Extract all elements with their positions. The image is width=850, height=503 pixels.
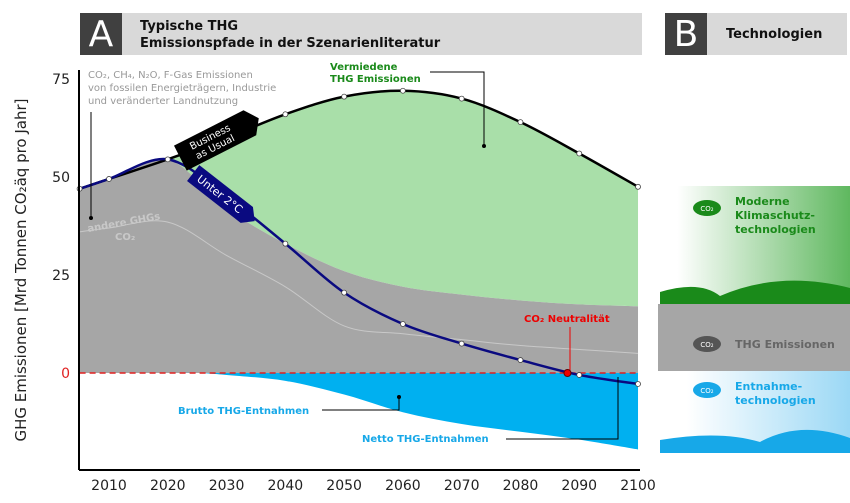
panel-a-title: Typische THG Emissionspfade in der Szena… xyxy=(140,18,440,52)
data-point xyxy=(164,156,171,163)
panel-b-badge: B xyxy=(665,13,707,55)
net-removal-label: Netto THG-Entnahmen xyxy=(362,434,489,445)
net-removal-leader xyxy=(506,377,619,440)
landscape-blue-icon xyxy=(660,429,850,453)
data-point xyxy=(341,289,348,296)
gross-removal-label: Brutto THG-Entnahmen xyxy=(178,406,309,417)
x-tick-label: 2050 xyxy=(326,478,362,494)
label-emissionen: THG Emissionen xyxy=(735,338,835,351)
co2-cloud-icon xyxy=(693,336,721,352)
y-tick-label: 75 xyxy=(52,72,70,88)
data-point xyxy=(282,240,289,247)
data-point xyxy=(576,372,583,378)
leader-dot xyxy=(482,144,486,148)
data-point xyxy=(106,176,112,182)
avoided-label: Vermiedene xyxy=(330,62,398,73)
x-tick-label: 2040 xyxy=(268,478,304,494)
gross-removal-area xyxy=(79,372,639,450)
x-tick-label: 2060 xyxy=(385,478,421,494)
label-entnahme: Entnahme-technologien xyxy=(735,380,816,407)
title-line2: Emissionspfade in der Szenarienliteratur xyxy=(140,36,441,51)
data-point xyxy=(282,111,289,118)
y-tick-label: 0 xyxy=(61,366,70,382)
y-tick-label: 50 xyxy=(52,170,70,186)
panel-b-title: Technologien xyxy=(726,27,823,42)
under-2c-line xyxy=(79,157,639,386)
data-point xyxy=(399,87,406,94)
x-tick-label: 2020 xyxy=(150,478,186,494)
co2-line xyxy=(79,220,639,354)
y-tick-label: 25 xyxy=(52,268,70,284)
gases-annotation: CO₂, CH₄, N₂O, F-Gas Emissionen xyxy=(88,70,253,81)
x-tick-label: 2070 xyxy=(444,478,480,494)
data-point xyxy=(341,93,348,100)
y-axis-label: GHG Emissionen [Mrd Tonnen CO₂äq pro Jah… xyxy=(12,98,30,441)
data-point xyxy=(517,357,524,363)
label-moderne: Moderne Klimaschutz-technologien xyxy=(735,195,816,236)
avoided-label: THG Emissionen xyxy=(330,74,421,85)
panel-a-header xyxy=(122,13,642,55)
co2-label: CO₂ xyxy=(115,232,135,243)
gross-emissions-area xyxy=(79,158,639,373)
panel-gray xyxy=(658,304,850,371)
data-point xyxy=(635,381,641,387)
panel-b-header xyxy=(707,13,847,55)
panel-a-badge: A xyxy=(80,13,122,55)
landscape-green-icon xyxy=(660,280,850,304)
x-tick-label: 2100 xyxy=(620,478,656,494)
co2-cloud-icon xyxy=(693,200,721,216)
co2-cloud-text: CO₂ xyxy=(700,205,713,213)
data-point xyxy=(458,340,465,347)
neutrality-point xyxy=(563,369,572,377)
avoided-leader xyxy=(430,71,485,146)
leader-dot xyxy=(89,216,93,220)
data-point xyxy=(399,321,406,327)
gases-annotation: von fossilen Energieträgern, Industrie xyxy=(88,83,276,94)
leader-dot xyxy=(397,395,401,399)
data-point xyxy=(517,119,524,126)
co2-cloud-text: CO₂ xyxy=(700,387,713,395)
title-line1: Typische THG xyxy=(140,19,239,34)
data-point xyxy=(576,150,583,157)
data-point xyxy=(635,183,641,190)
x-tick-label: 2080 xyxy=(503,478,539,494)
co2-cloud-icon xyxy=(693,382,721,398)
data-point xyxy=(458,95,465,102)
neutrality-label: CO₂ Neutralität xyxy=(524,314,610,325)
gases-annotation: und veränderter Landnutzung xyxy=(88,96,238,107)
gross-removal-leader xyxy=(322,397,400,411)
x-tick-label: 2010 xyxy=(91,478,127,494)
x-tick-label: 2090 xyxy=(561,478,597,494)
x-tick-label: 2030 xyxy=(209,478,245,494)
co2-cloud-text: CO₂ xyxy=(700,341,713,349)
